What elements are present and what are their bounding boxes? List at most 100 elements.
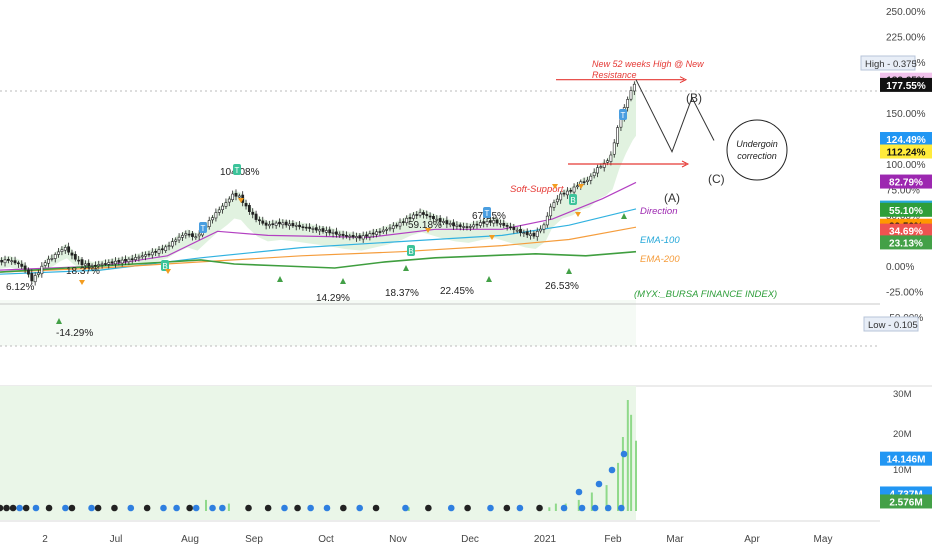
candle[interactable] bbox=[576, 185, 579, 188]
signal-badge-icon[interactable] bbox=[619, 109, 627, 120]
candle[interactable] bbox=[63, 247, 67, 251]
candle[interactable] bbox=[251, 211, 255, 215]
candle[interactable] bbox=[174, 239, 178, 242]
correction-circle[interactable] bbox=[726, 119, 788, 181]
candle[interactable] bbox=[555, 198, 559, 203]
candle[interactable] bbox=[485, 221, 489, 225]
candle[interactable] bbox=[50, 258, 54, 260]
candle[interactable] bbox=[418, 212, 422, 216]
candle[interactable] bbox=[211, 217, 214, 221]
candle[interactable] bbox=[301, 226, 305, 229]
volume-bar[interactable] bbox=[635, 440, 637, 511]
candle[interactable] bbox=[351, 235, 355, 238]
candle[interactable] bbox=[124, 259, 127, 262]
candle[interactable] bbox=[308, 226, 312, 229]
candle[interactable] bbox=[184, 233, 188, 236]
candle[interactable] bbox=[107, 262, 111, 265]
candle[interactable] bbox=[632, 83, 636, 92]
candle[interactable] bbox=[519, 229, 522, 233]
candle[interactable] bbox=[104, 263, 107, 265]
series-line-myx-bursa-finance-index[interactable] bbox=[0, 250, 637, 273]
candle[interactable] bbox=[187, 233, 191, 236]
candle[interactable] bbox=[482, 221, 486, 224]
candle[interactable] bbox=[368, 233, 372, 238]
candle[interactable] bbox=[53, 254, 57, 259]
candle[interactable] bbox=[30, 273, 34, 282]
candle[interactable] bbox=[465, 226, 469, 228]
candle[interactable] bbox=[381, 229, 385, 233]
volume-bar[interactable] bbox=[577, 499, 580, 511]
candle[interactable] bbox=[522, 232, 526, 234]
candle[interactable] bbox=[565, 190, 569, 196]
candle[interactable] bbox=[47, 258, 50, 264]
candle[interactable] bbox=[532, 232, 536, 237]
candle[interactable] bbox=[331, 231, 335, 234]
volume-bar[interactable] bbox=[590, 492, 593, 512]
volume-bar[interactable] bbox=[548, 507, 551, 511]
candle[interactable] bbox=[338, 233, 342, 236]
candle[interactable] bbox=[358, 235, 362, 239]
candle[interactable] bbox=[445, 220, 449, 225]
candle[interactable] bbox=[428, 215, 432, 218]
candle[interactable] bbox=[140, 255, 144, 258]
candle[interactable] bbox=[181, 235, 184, 238]
candle[interactable] bbox=[572, 186, 576, 193]
candle[interactable] bbox=[177, 236, 181, 241]
candle[interactable] bbox=[90, 265, 94, 267]
candle[interactable] bbox=[237, 195, 241, 198]
signal-badge-icon[interactable] bbox=[199, 222, 207, 233]
candle[interactable] bbox=[391, 225, 395, 229]
candle[interactable] bbox=[130, 258, 134, 261]
candle[interactable] bbox=[509, 226, 512, 229]
candle[interactable] bbox=[539, 228, 543, 232]
candle[interactable] bbox=[365, 234, 368, 237]
candle[interactable] bbox=[499, 223, 502, 225]
candle[interactable] bbox=[535, 231, 539, 238]
candle[interactable] bbox=[247, 205, 251, 212]
volume-bar[interactable] bbox=[605, 485, 608, 511]
candle[interactable] bbox=[592, 172, 596, 177]
candle[interactable] bbox=[221, 205, 225, 211]
candle[interactable] bbox=[67, 246, 71, 253]
candle[interactable] bbox=[515, 229, 519, 232]
candle[interactable] bbox=[3, 259, 7, 264]
candle[interactable] bbox=[492, 220, 496, 224]
candle[interactable] bbox=[160, 248, 164, 251]
candle[interactable] bbox=[214, 212, 218, 219]
candle[interactable] bbox=[227, 198, 231, 203]
candle[interactable] bbox=[258, 219, 261, 222]
candle[interactable] bbox=[127, 258, 131, 263]
candle[interactable] bbox=[335, 231, 338, 235]
candle[interactable] bbox=[274, 222, 278, 226]
candle[interactable] bbox=[458, 224, 462, 227]
candle[interactable] bbox=[13, 260, 17, 264]
candle[interactable] bbox=[401, 221, 405, 223]
candle[interactable] bbox=[73, 254, 77, 260]
candle[interactable] bbox=[298, 224, 301, 228]
signal-badge-icon[interactable] bbox=[569, 194, 577, 205]
candle[interactable] bbox=[559, 193, 563, 201]
candle[interactable] bbox=[191, 233, 194, 237]
series-line-direction[interactable] bbox=[0, 181, 637, 271]
candle[interactable] bbox=[77, 259, 81, 262]
candle[interactable] bbox=[304, 226, 308, 229]
candle[interactable] bbox=[425, 214, 429, 216]
candle[interactable] bbox=[609, 154, 613, 162]
candle[interactable] bbox=[408, 217, 412, 219]
candle[interactable] bbox=[415, 214, 419, 216]
candle[interactable] bbox=[385, 228, 389, 231]
candle[interactable] bbox=[432, 215, 435, 220]
candle[interactable] bbox=[110, 261, 114, 264]
candle[interactable] bbox=[23, 265, 27, 270]
candle[interactable] bbox=[361, 235, 365, 240]
candle[interactable] bbox=[468, 226, 472, 228]
candle[interactable] bbox=[411, 214, 415, 219]
volume-bar[interactable] bbox=[205, 499, 208, 511]
candle[interactable] bbox=[478, 222, 482, 226]
candle[interactable] bbox=[144, 254, 148, 257]
candle[interactable] bbox=[6, 258, 10, 261]
candle[interactable] bbox=[217, 209, 221, 213]
candle[interactable] bbox=[398, 222, 402, 227]
